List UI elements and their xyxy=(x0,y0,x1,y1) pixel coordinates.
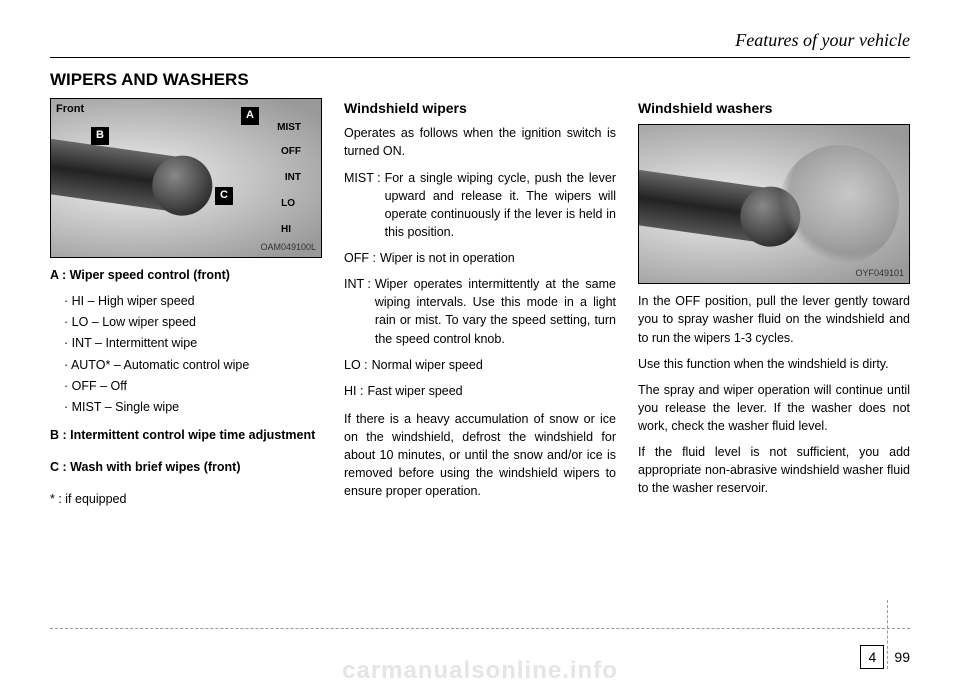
mode-off: OFF xyxy=(281,145,301,160)
item-int: · INT – Intermittent wipe xyxy=(64,334,322,352)
page-title: WIPERS AND WASHERS xyxy=(50,70,910,90)
def-mist-label: MIST : xyxy=(344,169,381,242)
marker-c: C xyxy=(215,187,233,205)
item-off: · OFF – Off xyxy=(64,377,322,395)
def-lo: LO : Normal wiper speed xyxy=(344,356,616,374)
col2-heading: Windshield wipers xyxy=(344,98,616,118)
def-hi-body: Fast wiper speed xyxy=(367,382,462,400)
header-divider xyxy=(50,57,910,58)
footnote: * : if equipped xyxy=(50,490,322,508)
figure-washer: OYF049101 xyxy=(638,124,910,284)
label-a-heading: A : Wiper speed control (front) xyxy=(50,266,322,284)
mode-lo: LO xyxy=(281,197,295,212)
item-mist: · MIST – Single wipe xyxy=(64,398,322,416)
marker-a: A xyxy=(241,107,259,125)
col3-p2: Use this function when the windshield is… xyxy=(638,355,910,373)
col3-p3: The spray and wiper operation will conti… xyxy=(638,381,910,435)
page-footer: 4 99 xyxy=(860,645,910,669)
figure-code-1: OAM049100L xyxy=(260,241,316,254)
item-lo: · LO – Low wiper speed xyxy=(64,313,322,331)
figure-front-stalk: Front A B C MIST OFF INT LO HI OAM049100… xyxy=(50,98,322,258)
marker-b: B xyxy=(91,127,109,145)
def-int-label: INT : xyxy=(344,275,371,348)
def-mist-body: For a single wiping cycle, push the leve… xyxy=(385,169,616,242)
page-number: 99 xyxy=(894,649,910,665)
mode-int: INT xyxy=(285,171,301,186)
watermark: carmanualsonline.info xyxy=(342,657,618,685)
item-hi: · HI – High wiper speed xyxy=(64,292,322,310)
figure-label: Front xyxy=(56,102,84,118)
speed-list: · HI – High wiper speed · LO – Low wiper… xyxy=(50,292,322,416)
column-3: Windshield washers OYF049101 In the OFF … xyxy=(638,98,910,516)
col3-heading: Windshield washers xyxy=(638,98,910,118)
figure-code-2: OYF049101 xyxy=(855,267,904,280)
label-c-heading: C : Wash with brief wipes (front) xyxy=(50,458,322,476)
hand-graphic xyxy=(779,145,899,265)
def-hi: HI : Fast wiper speed xyxy=(344,382,616,400)
column-1: Front A B C MIST OFF INT LO HI OAM049100… xyxy=(50,98,322,516)
def-off-body: Wiper is not in operation xyxy=(380,249,515,267)
col3-p1: In the OFF position, pull the lever gent… xyxy=(638,292,910,346)
item-auto: · AUTO* – Automatic control wipe xyxy=(64,356,322,374)
chapter-box: 4 xyxy=(860,645,884,669)
section-header: Features of your vehicle xyxy=(50,30,910,57)
col2-intro: Operates as follows when the ignition sw… xyxy=(344,124,616,160)
mode-mist: MIST xyxy=(277,121,301,136)
def-off-label: OFF : xyxy=(344,249,376,267)
def-int: INT : Wiper operates intermittently at t… xyxy=(344,275,616,348)
def-off: OFF : Wiper is not in operation xyxy=(344,249,616,267)
mode-hi: HI xyxy=(281,223,291,238)
def-int-body: Wiper operates intermittently at the sam… xyxy=(375,275,616,348)
def-hi-label: HI : xyxy=(344,382,363,400)
col3-p4: If the fluid level is not sufficient, yo… xyxy=(638,443,910,497)
col2-extra: If there is a heavy accumulation of snow… xyxy=(344,410,616,501)
label-b-heading: B : Intermittent control wipe time adjus… xyxy=(50,426,322,444)
def-lo-body: Normal wiper speed xyxy=(372,356,483,374)
def-lo-label: LO : xyxy=(344,356,368,374)
column-2: Windshield wipers Operates as follows wh… xyxy=(344,98,616,516)
dotted-line-h xyxy=(50,628,910,629)
def-mist: MIST : For a single wiping cycle, push t… xyxy=(344,169,616,242)
